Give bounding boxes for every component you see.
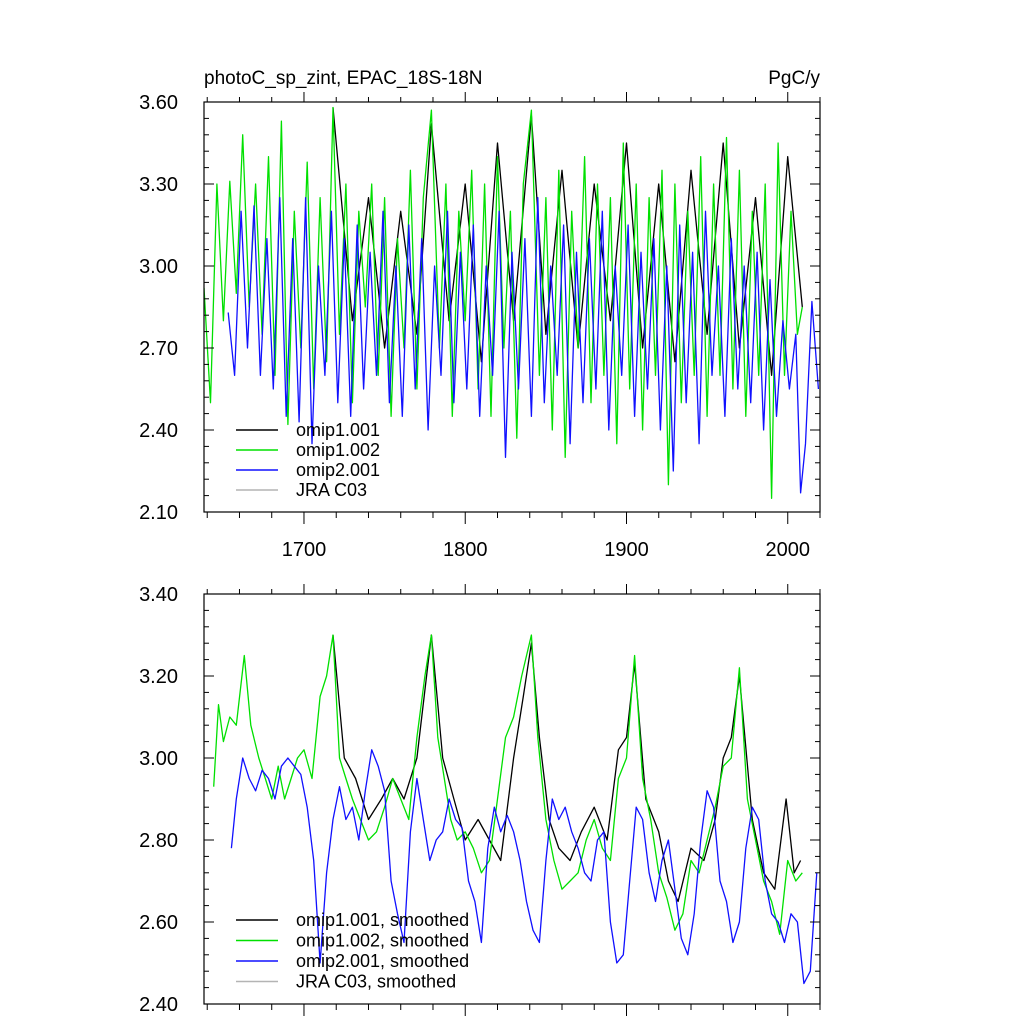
y-tick-label: 2.70 [139, 338, 178, 360]
legend-label: omip2.001, smoothed [296, 951, 469, 971]
y-tick-label: 3.20 [139, 666, 178, 688]
y-tick-label: 2.80 [139, 830, 178, 852]
y-tick-label: 3.40 [139, 584, 178, 606]
y-tick-label: 3.30 [139, 174, 178, 196]
x-tick-label: 1900 [604, 539, 649, 561]
plot-frame [203, 593, 821, 1005]
units-label: PgC/y [768, 68, 820, 89]
y-tick-label: 2.60 [139, 912, 178, 934]
y-tick-label: 2.40 [139, 420, 178, 442]
series-group [204, 106, 820, 499]
x-tick-label: 1800 [443, 539, 488, 561]
chart-title: photoC_sp_zint, EPAC_18S-18N [204, 68, 482, 89]
series-line-omip2-001-smoothed [230, 749, 818, 985]
legend-label: JRA C03 [296, 480, 367, 500]
legend-label: JRA C03, smoothed [296, 972, 456, 992]
y-tick-label: 3.00 [139, 256, 178, 278]
y-tick-label: 3.60 [139, 92, 178, 114]
legend-label: omip1.002 [296, 440, 380, 460]
x-tick-label: 1700 [282, 539, 327, 561]
y-tick-label: 2.10 [139, 502, 178, 524]
y-tick-label: 2.40 [139, 994, 178, 1016]
plot-frame [203, 101, 821, 513]
series-line-omip2-001 [227, 197, 820, 494]
x-tick-label: 2000 [765, 539, 810, 561]
series-line-omip1-001-smoothed [332, 634, 802, 903]
legend-label: omip1.002, smoothed [296, 931, 469, 951]
legend-label: omip1.001, smoothed [296, 910, 469, 930]
legend-label: omip2.001 [296, 460, 380, 480]
legend-label: omip1.001 [296, 420, 380, 440]
series-line-omip1-002-smoothed [213, 634, 803, 935]
bottom-panel-smoothed: 2.40 2.60 2.80 3.00 3.20 3.40 omip1.001, smoot… [139, 584, 821, 1016]
top-panel-raw: 2.10 2.40 2.70 3.00 3.30 3.60 1700 1800 1900 2000… [139, 92, 821, 561]
y-tick-label: 3.00 [139, 748, 178, 770]
series-group [213, 634, 818, 985]
